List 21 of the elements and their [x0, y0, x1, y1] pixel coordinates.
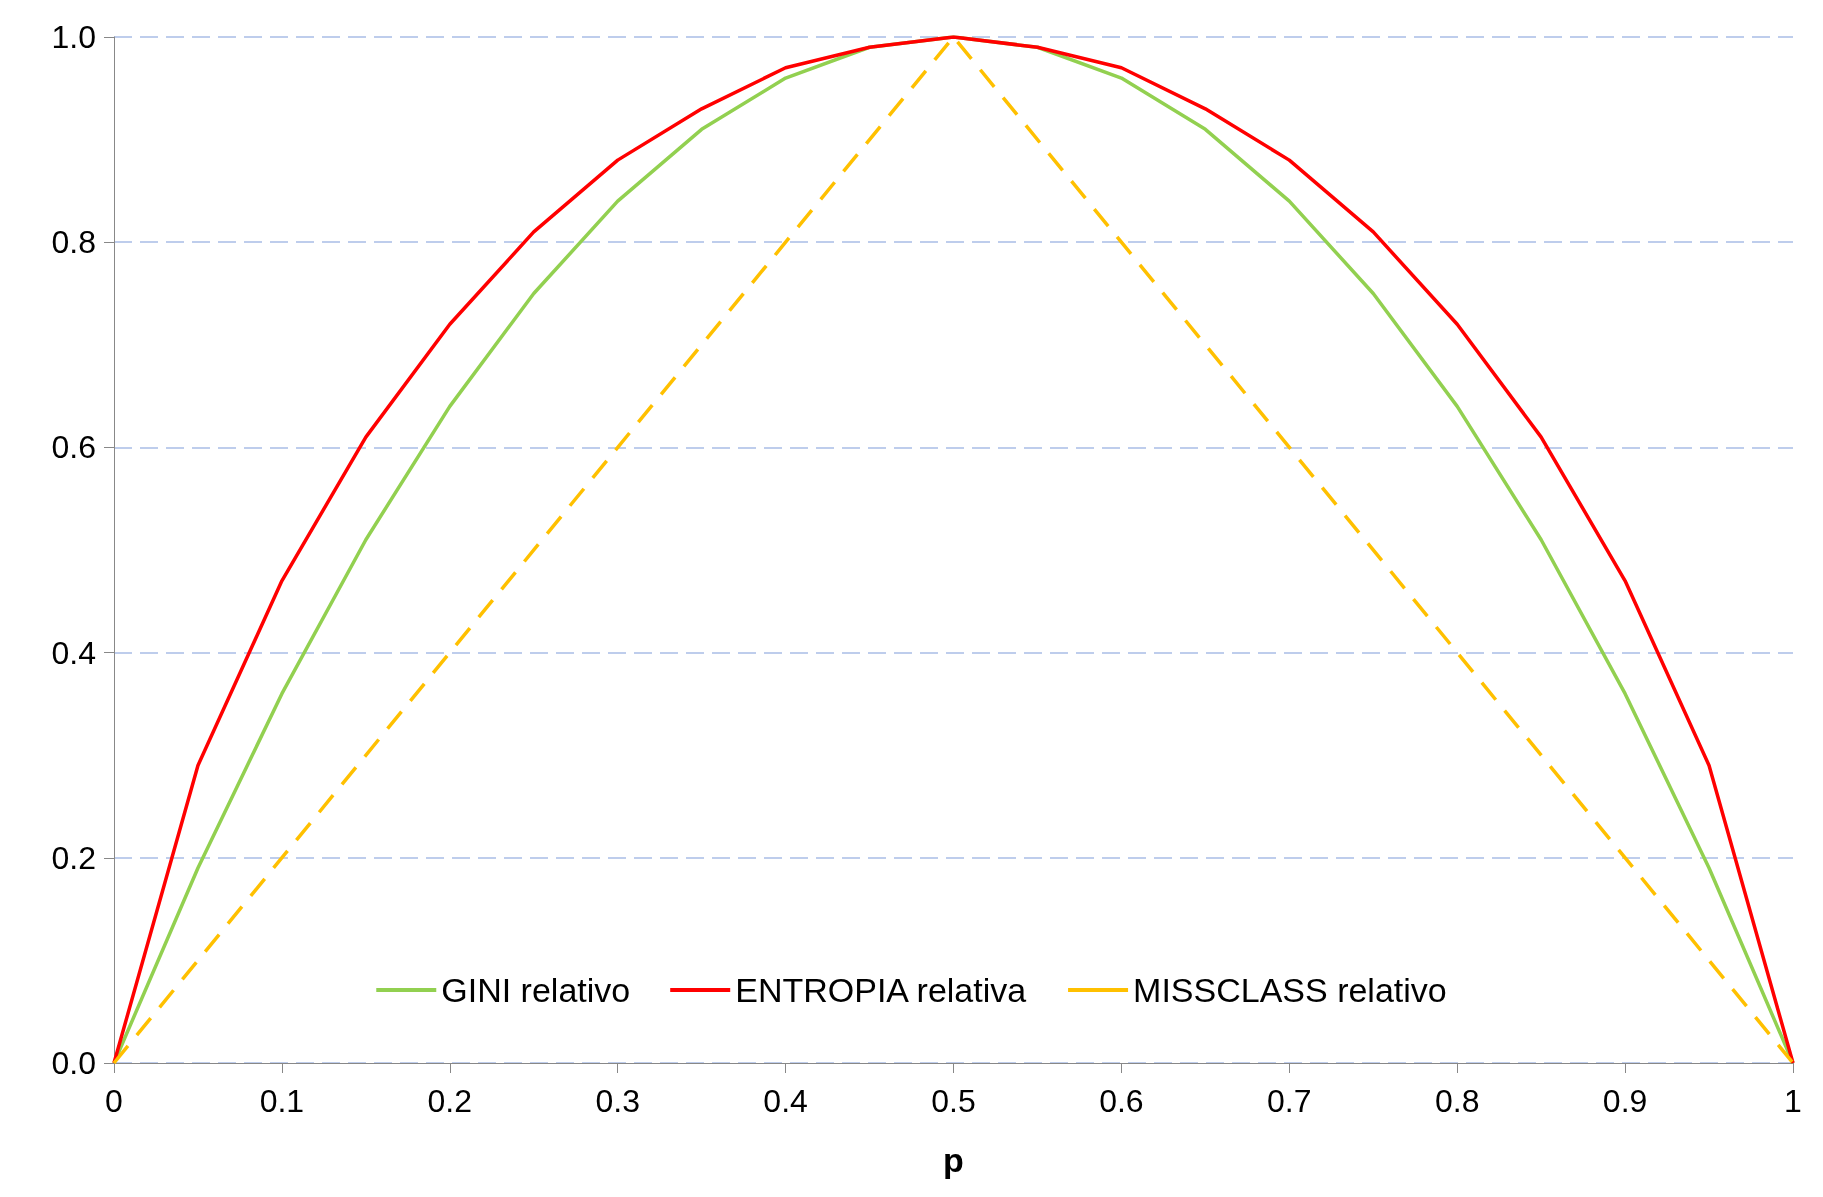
x-tick-label: 0.8 [1434, 1083, 1480, 1119]
x-axis-title: p [943, 1141, 964, 1179]
y-tick-label: 1.0 [51, 19, 96, 55]
y-tick-label: 0.4 [51, 634, 96, 671]
x-tick-label: 0.1 [259, 1083, 305, 1119]
y-tick-label: 0.8 [51, 224, 96, 261]
x-tick-label: 0.7 [1267, 1083, 1312, 1119]
x-tick-label: 0.3 [595, 1083, 640, 1119]
x-tick-label: 0.2 [427, 1083, 473, 1119]
x-tick-label: 0.4 [763, 1083, 808, 1119]
x-tick-label: 1 [1784, 1083, 1802, 1119]
legend-label: GINI relativo [441, 971, 631, 1009]
legend-label: MISSCLASS relativo [1133, 971, 1447, 1009]
x-tick-label: 0.6 [1099, 1083, 1144, 1119]
y-tick-label: 0.6 [51, 429, 96, 466]
x-tick-label: 0 [105, 1083, 123, 1119]
x-tick-label: 0.9 [1602, 1083, 1648, 1119]
legend-label: ENTROPIA relativa [735, 971, 1027, 1009]
x-tick-label: 0.5 [931, 1083, 976, 1119]
y-tick-label: 0.0 [51, 1045, 96, 1081]
y-tick-label: 0.2 [51, 839, 96, 876]
